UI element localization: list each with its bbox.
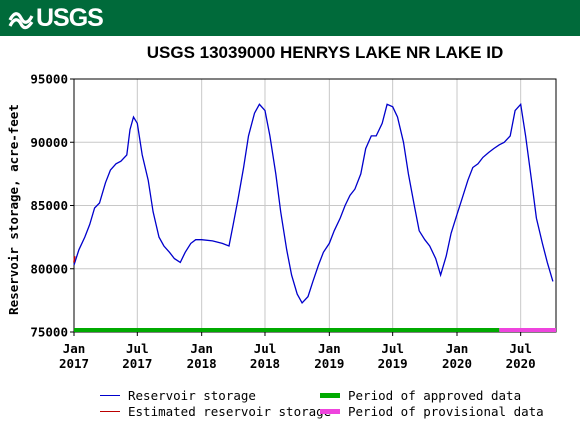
legend: Reservoir storage Estimated reservoir sto… xyxy=(0,385,580,425)
x-tick-label-year: 2018 xyxy=(250,356,280,371)
legend-swatch xyxy=(320,393,340,398)
usgs-logo[interactable]: USGS xyxy=(8,3,104,32)
legend-label: Reservoir storage xyxy=(128,388,256,403)
legend-label: Period of provisional data xyxy=(348,404,544,419)
legend-swatch xyxy=(320,409,340,414)
x-tick-label-month: Jul xyxy=(254,341,277,356)
x-tick-label-year: 2017 xyxy=(59,356,89,371)
x-tick-label-year: 2020 xyxy=(442,356,472,371)
legend-item: Estimated reservoir storage xyxy=(100,404,331,419)
legend-swatch xyxy=(100,410,120,413)
x-tick-label-month: Jul xyxy=(126,341,149,356)
y-tick-label: 75000 xyxy=(30,325,68,340)
x-tick-label-month: Jan xyxy=(63,341,86,356)
legend-swatch xyxy=(100,394,120,397)
legend-item: Period of provisional data xyxy=(320,404,544,419)
legend-item: Reservoir storage xyxy=(100,388,256,403)
x-tick-label-month: Jan xyxy=(446,341,469,356)
usgs-wave-icon xyxy=(8,12,34,30)
x-tick-label-month: Jul xyxy=(381,341,404,356)
y-axis-label: Reservoir storage, acre-feet xyxy=(6,104,21,315)
y-tick-label: 95000 xyxy=(30,72,68,87)
chart-title: USGS 13039000 HENRYS LAKE NR LAKE ID xyxy=(147,43,503,62)
x-tick-label-year: 2017 xyxy=(122,356,152,371)
y-tick-label: 80000 xyxy=(30,261,68,276)
chart: USGS 13039000 HENRYS LAKE NR LAKE ID 7500… xyxy=(6,43,557,371)
x-tick-label-month: Jan xyxy=(318,341,341,356)
legend-item: Period of approved data xyxy=(320,388,521,403)
x-tick-label-year: 2019 xyxy=(378,356,408,371)
x-tick-label-year: 2018 xyxy=(187,356,217,371)
approval-bar-segment xyxy=(74,328,500,332)
legend-label: Estimated reservoir storage xyxy=(128,404,332,419)
y-tick-label: 85000 xyxy=(30,198,68,213)
y-tick-label: 90000 xyxy=(30,135,68,150)
x-tick-label-year: 2019 xyxy=(314,356,344,371)
series-line xyxy=(73,102,554,304)
series-line xyxy=(73,256,76,263)
usgs-logo-text: USGS xyxy=(36,3,104,32)
x-tick-label-year: 2020 xyxy=(506,356,536,371)
approval-bar-segment xyxy=(499,328,556,332)
legend-label: Period of approved data xyxy=(348,388,522,403)
x-tick-label-month: Jan xyxy=(190,341,213,356)
x-tick-label-month: Jul xyxy=(509,341,532,356)
usgs-banner: USGS xyxy=(0,0,580,36)
